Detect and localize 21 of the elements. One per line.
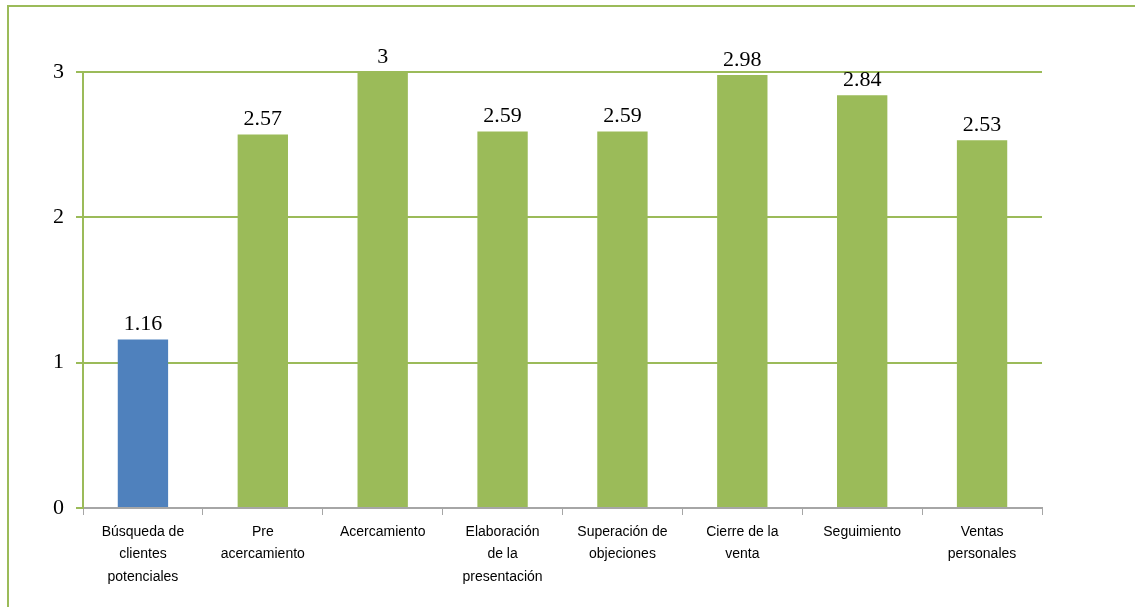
y-tick-label: 2 <box>53 203 64 229</box>
x-tick-label: Acercamiento <box>339 523 426 540</box>
data-label: 1.16 <box>123 310 163 336</box>
bar <box>117 339 169 507</box>
x-tick-label: Búsqueda de clientes potenciales <box>101 523 185 584</box>
data-label: 2.59 <box>603 102 642 128</box>
data-label: 2.59 <box>483 102 522 128</box>
data-label: 2.57 <box>243 105 283 131</box>
y-tick-label: 1 <box>53 348 64 374</box>
data-label: 2.98 <box>723 45 762 71</box>
y-tick-label: 0 <box>53 493 64 519</box>
x-tick-label: Superación de objeciones <box>577 523 668 562</box>
x-tick-label: Pre acercamiento <box>220 523 306 562</box>
x-tick-label: Seguimiento <box>823 523 902 540</box>
y-tick-label: 3 <box>53 57 64 83</box>
x-tick-label: Cierre de la venta <box>706 523 779 562</box>
data-label: 2.53 <box>962 111 1002 137</box>
x-tick-label: Ventas personales <box>947 523 1017 562</box>
x-tick-label: Elaboración de la presentación <box>462 523 543 584</box>
data-label: 3 <box>377 42 389 68</box>
data-label: 2.84 <box>842 66 882 92</box>
